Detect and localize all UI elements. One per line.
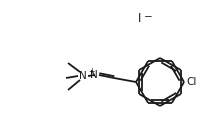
Text: I: I — [138, 12, 141, 25]
Polygon shape — [139, 58, 181, 106]
Text: +: + — [88, 66, 94, 75]
Text: N: N — [90, 70, 98, 81]
Text: Cl: Cl — [186, 77, 196, 87]
Text: −: − — [144, 12, 153, 22]
Text: N: N — [79, 71, 87, 81]
